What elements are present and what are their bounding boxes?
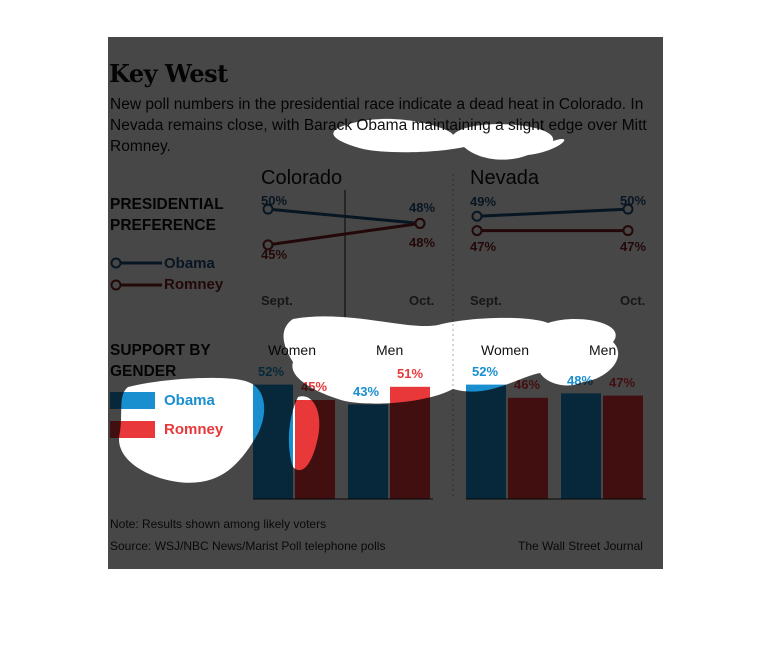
nevada-romney-point-sept [471, 225, 483, 237]
nevada-women-obama-bar [466, 384, 506, 499]
nevada-romney-point-oct [622, 225, 634, 237]
infographic-panel: Key West New poll numbers in the preside… [108, 37, 663, 569]
colorado-men-romney-bar [390, 386, 430, 499]
nevada-women-romney-bar [508, 397, 548, 499]
colorado-men-obama-bar [348, 404, 388, 499]
legend-obama-swatch [110, 392, 155, 409]
legend-romney-swatch [110, 421, 155, 438]
nevada-men-obama-bar [561, 393, 601, 499]
colorado-obama-point-sept [262, 203, 274, 215]
colorado-women-romney-bar [295, 400, 335, 499]
colorado-romney-point-oct [414, 217, 426, 229]
colorado-women-obama-bar [253, 384, 293, 499]
legend-obama-marker [110, 257, 122, 269]
nevada-obama-point-oct [622, 203, 634, 215]
chart-graphics [110, 174, 646, 500]
nevada-obama-line [476, 207, 629, 218]
legend-romney-marker [110, 279, 122, 291]
colorado-romney-point-sept [262, 239, 274, 251]
nevada-men-romney-bar [603, 395, 643, 499]
colorado-obama-line [267, 207, 421, 225]
colorado-romney-line [267, 221, 421, 247]
nevada-obama-point-sept [471, 210, 483, 222]
